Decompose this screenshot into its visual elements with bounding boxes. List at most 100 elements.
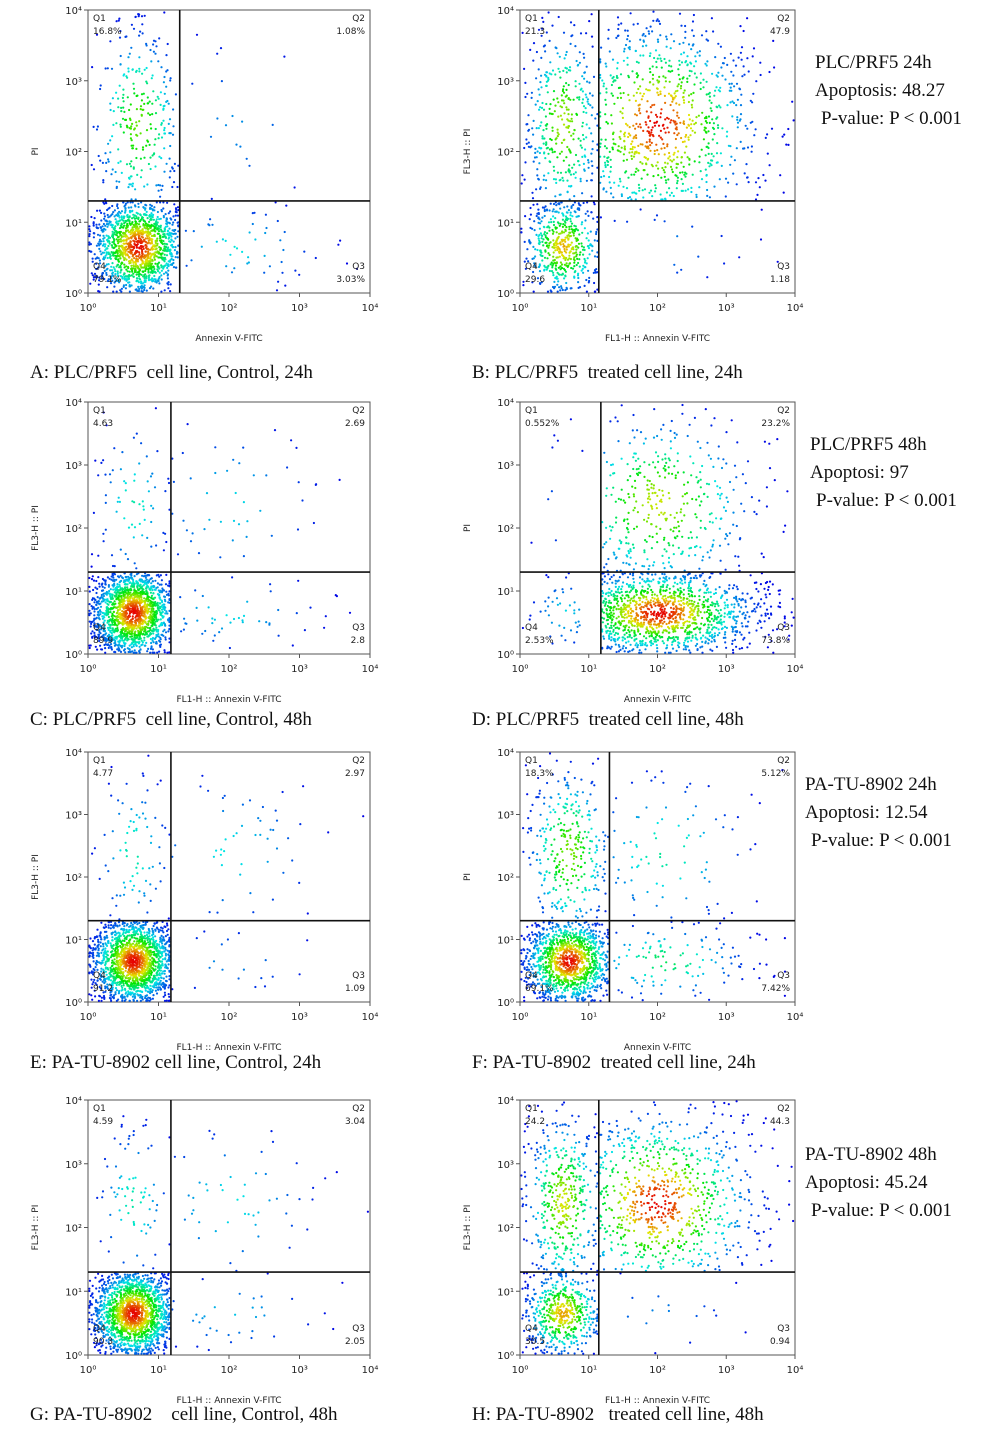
event-dot — [656, 149, 659, 152]
event-dot — [693, 123, 696, 126]
event-dot — [92, 511, 95, 514]
event-dot — [135, 273, 138, 276]
event-dot — [572, 132, 575, 135]
event-dot — [130, 610, 133, 613]
event-dot — [592, 75, 596, 78]
event-dot — [153, 585, 156, 588]
event-dot — [137, 202, 140, 205]
event-dot — [563, 245, 566, 248]
event-dot — [125, 226, 128, 229]
event-dot — [138, 272, 141, 275]
event-dot — [117, 148, 120, 151]
event-dot — [668, 64, 671, 67]
event-dot — [111, 564, 115, 568]
event-dot — [550, 138, 553, 142]
event-dot — [145, 241, 148, 244]
event-dot — [593, 281, 596, 285]
event-dot — [612, 196, 615, 199]
event-dot — [584, 148, 587, 151]
event-dot — [639, 208, 642, 211]
event-dot — [700, 123, 703, 126]
event-dot — [150, 609, 153, 612]
event-dot — [641, 143, 644, 146]
event-dot — [546, 91, 549, 94]
event-dot — [742, 65, 745, 68]
event-dot — [161, 242, 164, 246]
event-dot — [562, 91, 566, 94]
event-dot — [129, 201, 132, 204]
event-dot — [130, 252, 133, 255]
event-dot — [721, 74, 724, 77]
event-dot — [122, 232, 125, 235]
event-dot — [559, 207, 562, 210]
event-dot — [705, 93, 708, 96]
event-dot — [671, 160, 674, 163]
event-dot — [660, 66, 663, 69]
event-dot — [736, 121, 740, 124]
event-dot — [163, 242, 166, 245]
event-dot — [152, 43, 155, 46]
event-dot — [557, 15, 560, 19]
event-dot — [621, 112, 624, 115]
event-dot — [533, 156, 537, 159]
event-dot — [596, 124, 599, 127]
event-dot — [648, 140, 651, 143]
event-dot — [138, 277, 141, 280]
event-dot — [117, 596, 120, 599]
event-dot — [235, 247, 239, 250]
event-dot — [152, 629, 155, 633]
event-dot — [183, 617, 186, 620]
event-dot — [107, 646, 110, 650]
event-dot — [577, 215, 580, 218]
event-dot — [644, 35, 647, 38]
event-dot — [138, 645, 141, 648]
event-dot — [682, 76, 685, 79]
event-dot — [570, 225, 573, 228]
event-dot — [525, 138, 528, 141]
event-dot — [721, 127, 724, 130]
event-dot — [110, 173, 113, 176]
event-dot — [92, 236, 95, 239]
event-dot — [582, 162, 586, 165]
event-dot — [155, 574, 158, 577]
event-dot — [154, 99, 157, 102]
event-dot — [113, 650, 116, 654]
event-dot — [128, 219, 131, 222]
event-dot — [185, 529, 188, 532]
event-dot — [694, 121, 698, 124]
event-dot — [113, 573, 117, 576]
event-dot — [639, 85, 642, 88]
event-dot — [139, 578, 142, 581]
event-dot — [578, 98, 581, 101]
event-dot — [134, 262, 137, 265]
event-dot — [106, 576, 109, 579]
event-dot — [534, 103, 537, 106]
event-dot — [543, 174, 546, 177]
event-dot — [174, 93, 177, 96]
event-dot — [556, 277, 559, 280]
event-dot — [173, 249, 176, 252]
event-dot — [172, 480, 175, 483]
event-dot — [170, 235, 173, 238]
event-dot — [101, 585, 104, 588]
event-dot — [254, 238, 257, 241]
event-dot — [146, 223, 149, 226]
x-tick-label: 10⁴ — [362, 303, 379, 314]
event-dot — [596, 143, 599, 146]
event-dot — [105, 234, 108, 237]
event-dot — [160, 266, 163, 269]
event-dot — [265, 226, 268, 230]
event-dot — [157, 227, 160, 230]
event-dot — [110, 251, 114, 254]
event-dot — [680, 189, 683, 192]
event-dot — [97, 290, 100, 293]
event-dot — [699, 81, 702, 84]
event-dot — [717, 71, 720, 74]
event-dot — [534, 151, 537, 154]
event-dot — [281, 271, 284, 274]
event-dot — [90, 163, 93, 167]
event-dot — [668, 194, 672, 197]
event-dot — [153, 222, 156, 225]
event-dot — [145, 204, 148, 207]
event-dot — [772, 39, 775, 43]
